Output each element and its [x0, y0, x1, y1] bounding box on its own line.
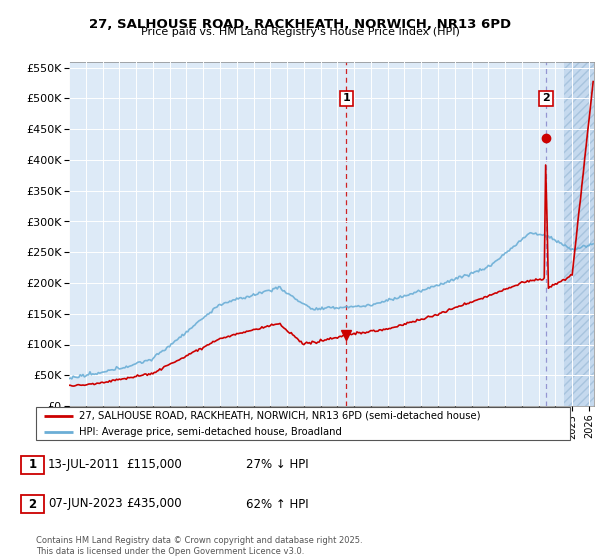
Text: 62% ↑ HPI: 62% ↑ HPI: [246, 497, 308, 511]
Text: 27, SALHOUSE ROAD, RACKHEATH, NORWICH, NR13 6PD: 27, SALHOUSE ROAD, RACKHEATH, NORWICH, N…: [89, 18, 511, 31]
Text: 2: 2: [28, 497, 37, 511]
Text: £435,000: £435,000: [126, 497, 182, 511]
Bar: [564, 62, 594, 406]
Text: 07-JUN-2023: 07-JUN-2023: [48, 497, 122, 511]
FancyBboxPatch shape: [36, 407, 570, 440]
Text: 27, SALHOUSE ROAD, RACKHEATH, NORWICH, NR13 6PD (semi-detached house): 27, SALHOUSE ROAD, RACKHEATH, NORWICH, N…: [79, 411, 480, 421]
Text: 2: 2: [542, 94, 550, 104]
Text: £115,000: £115,000: [126, 458, 182, 472]
Text: Price paid vs. HM Land Registry's House Price Index (HPI): Price paid vs. HM Land Registry's House …: [140, 27, 460, 37]
Text: 13-JUL-2011: 13-JUL-2011: [48, 458, 120, 472]
Bar: [564, 62, 594, 406]
Text: Contains HM Land Registry data © Crown copyright and database right 2025.
This d: Contains HM Land Registry data © Crown c…: [36, 536, 362, 556]
Text: 27% ↓ HPI: 27% ↓ HPI: [246, 458, 308, 472]
Text: HPI: Average price, semi-detached house, Broadland: HPI: Average price, semi-detached house,…: [79, 427, 341, 437]
Text: 1: 1: [343, 94, 350, 104]
Text: 1: 1: [28, 458, 37, 472]
